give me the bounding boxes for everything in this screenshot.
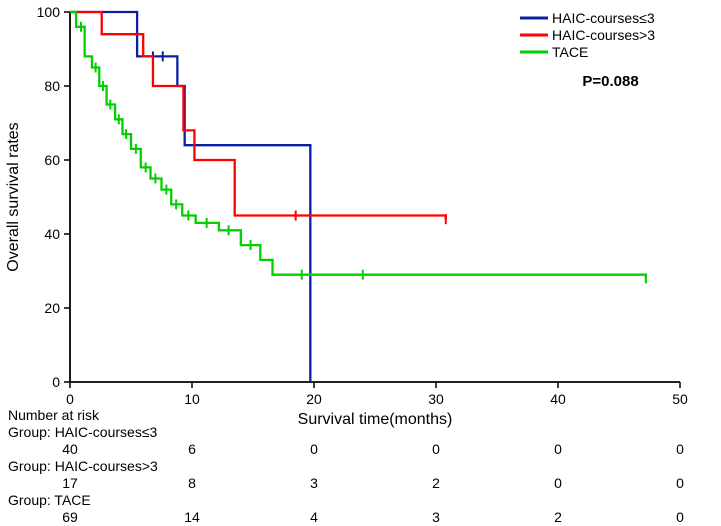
risk-value: 0 [432, 441, 440, 457]
x-tick-label: 30 [428, 391, 444, 407]
risk-value: 0 [310, 441, 318, 457]
p-value: P=0.088 [582, 73, 638, 90]
x-tick-label: 20 [306, 391, 322, 407]
x-tick-label: 0 [66, 391, 74, 407]
risk-value: 3 [310, 475, 318, 491]
risk-value: 6 [188, 441, 196, 457]
risk-value: 0 [554, 441, 562, 457]
legend-label: TACE [552, 44, 588, 60]
risk-value: 0 [676, 475, 684, 491]
y-tick-label: 100 [37, 4, 61, 20]
km-plot: 02040608010001020304050Survival time(mon… [0, 0, 721, 526]
x-tick-label: 50 [672, 391, 688, 407]
risk-value: 69 [62, 509, 78, 525]
legend-label: HAIC-courses>3 [552, 27, 655, 43]
x-axis-label: Survival time(months) [298, 411, 453, 428]
km-curve [70, 12, 446, 219]
risk-value: 3 [432, 509, 440, 525]
y-tick-label: 60 [44, 152, 60, 168]
risk-value: 14 [184, 509, 200, 525]
y-axis-label: Overall survival rates [5, 122, 22, 271]
legend-label: HAIC-courses≤3 [552, 10, 655, 26]
risk-group-label: Group: TACE [8, 492, 91, 508]
risk-value: 17 [62, 475, 78, 491]
risk-value: 0 [554, 475, 562, 491]
risk-group-label: Group: HAIC-courses≤3 [8, 424, 158, 440]
risk-value: 40 [62, 441, 78, 457]
y-tick-label: 40 [44, 226, 60, 242]
x-tick-label: 10 [184, 391, 200, 407]
risk-value: 0 [676, 509, 684, 525]
x-tick-label: 40 [550, 391, 566, 407]
risk-value: 4 [310, 509, 318, 525]
risk-value: 0 [676, 441, 684, 457]
y-tick-label: 80 [44, 78, 60, 94]
risk-value: 2 [432, 475, 440, 491]
y-tick-label: 0 [52, 374, 60, 390]
risk-value: 2 [554, 509, 562, 525]
risk-group-label: Group: HAIC-courses>3 [8, 458, 158, 474]
risk-value: 8 [188, 475, 196, 491]
km-curve [70, 12, 310, 382]
y-tick-label: 20 [44, 300, 60, 316]
risk-table-title: Number at risk [8, 407, 100, 423]
